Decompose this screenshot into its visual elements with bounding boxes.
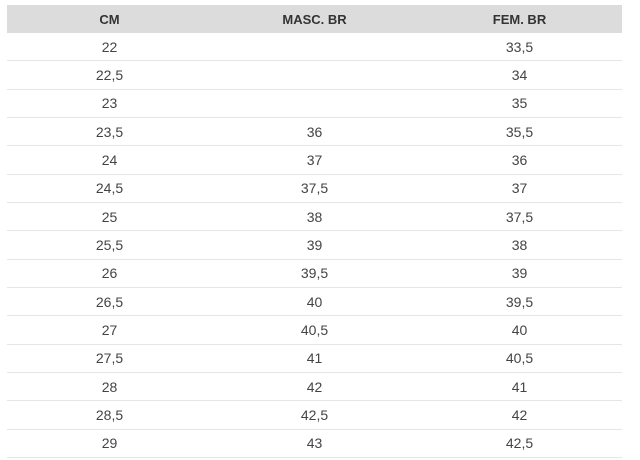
table-cell: 34 — [417, 60, 622, 90]
table-row: 23 35 — [7, 89, 622, 119]
table-cell — [212, 89, 417, 119]
table-cell: 28 — [7, 372, 212, 402]
table-row: 23,5 36 35,5 — [7, 117, 622, 147]
table-row: 25,5 39 38 — [7, 230, 622, 260]
table-cell: 39 — [417, 259, 622, 289]
table-cell: 38 — [417, 230, 622, 260]
table-cell — [212, 33, 417, 62]
table-cell: 33,5 — [417, 33, 622, 62]
table-row: 25 38 37,5 — [7, 202, 622, 232]
table-cell: 40,5 — [212, 315, 417, 345]
table-cell: 40 — [417, 315, 622, 345]
table-cell: 41 — [212, 344, 417, 374]
header-cell: FEM. BR — [417, 5, 622, 33]
size-table-container: CM MASC. BR FEM. BR 22 33,5 22,5 34 23 35 23,5 36… — [7, 5, 622, 459]
table-cell: 36 — [417, 145, 622, 175]
table-cell: 22,5 — [7, 60, 212, 90]
table-cell: 43 — [212, 429, 417, 459]
header-cell: CM — [7, 5, 212, 33]
table-cell: 37,5 — [417, 202, 622, 232]
table-header: CM MASC. BR FEM. BR — [7, 5, 622, 33]
table-cell: 37,5 — [212, 174, 417, 204]
header-row: CM MASC. BR FEM. BR — [7, 5, 622, 33]
table-row: 29 43 42,5 — [7, 429, 622, 459]
table-cell: 28,5 — [7, 400, 212, 430]
table-row: 22,5 34 — [7, 60, 622, 90]
table-cell: 29 — [7, 429, 212, 459]
header-cell: MASC. BR — [212, 5, 417, 33]
table-cell: 26,5 — [7, 287, 212, 317]
table-body: 22 33,5 22,5 34 23 35 23,5 36 35,5 24 37 36 24,5 37,5… — [7, 33, 622, 459]
table-cell: 27,5 — [7, 344, 212, 374]
table-cell: 25,5 — [7, 230, 212, 260]
table-row: 22 33,5 — [7, 33, 622, 62]
table-cell: 27 — [7, 315, 212, 345]
table-cell: 41 — [417, 372, 622, 402]
table-cell: 23 — [7, 89, 212, 119]
table-row: 26 39,5 39 — [7, 259, 622, 289]
table-cell: 23,5 — [7, 117, 212, 147]
table-cell: 26 — [7, 259, 212, 289]
table-cell: 40,5 — [417, 344, 622, 374]
table-row: 28 42 41 — [7, 372, 622, 402]
table-cell: 40 — [212, 287, 417, 317]
table-cell: 22 — [7, 33, 212, 62]
table-cell: 35 — [417, 89, 622, 119]
table-row: 24,5 37,5 37 — [7, 174, 622, 204]
table-cell: 37 — [212, 145, 417, 175]
table-cell: 39,5 — [212, 259, 417, 289]
table-cell: 24,5 — [7, 174, 212, 204]
table-cell: 42,5 — [212, 400, 417, 430]
table-cell: 42 — [417, 400, 622, 430]
table-row: 26,5 40 39,5 — [7, 287, 622, 317]
table-cell: 25 — [7, 202, 212, 232]
table-cell: 42 — [212, 372, 417, 402]
table-row: 27,5 41 40,5 — [7, 344, 622, 374]
size-table: CM MASC. BR FEM. BR 22 33,5 22,5 34 23 35 23,5 36… — [7, 5, 622, 459]
table-cell — [212, 60, 417, 90]
table-cell: 38 — [212, 202, 417, 232]
table-cell: 42,5 — [417, 429, 622, 459]
table-cell: 24 — [7, 145, 212, 175]
table-cell: 39,5 — [417, 287, 622, 317]
table-cell: 36 — [212, 117, 417, 147]
table-row: 27 40,5 40 — [7, 315, 622, 345]
table-cell: 39 — [212, 230, 417, 260]
table-row: 24 37 36 — [7, 145, 622, 175]
table-cell: 37 — [417, 174, 622, 204]
table-row: 28,5 42,5 42 — [7, 400, 622, 430]
table-cell: 35,5 — [417, 117, 622, 147]
